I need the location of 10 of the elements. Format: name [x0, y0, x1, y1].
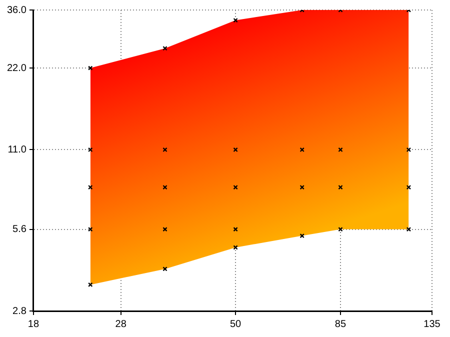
y-tick-label: 36.0	[6, 4, 27, 16]
y-tick-label: 11.0	[8, 144, 27, 156]
x-tick-label: 135	[424, 318, 441, 330]
x-tick-label: 18	[28, 318, 40, 330]
x-tick-label: 50	[230, 318, 242, 330]
y-tick-label: 5.6	[12, 224, 27, 236]
x-tick-label: 28	[115, 318, 127, 330]
y-tick-label: 2.8	[12, 306, 27, 317]
x-tick-label: 85	[334, 318, 346, 330]
y-tick-label: 22.0	[6, 62, 27, 74]
